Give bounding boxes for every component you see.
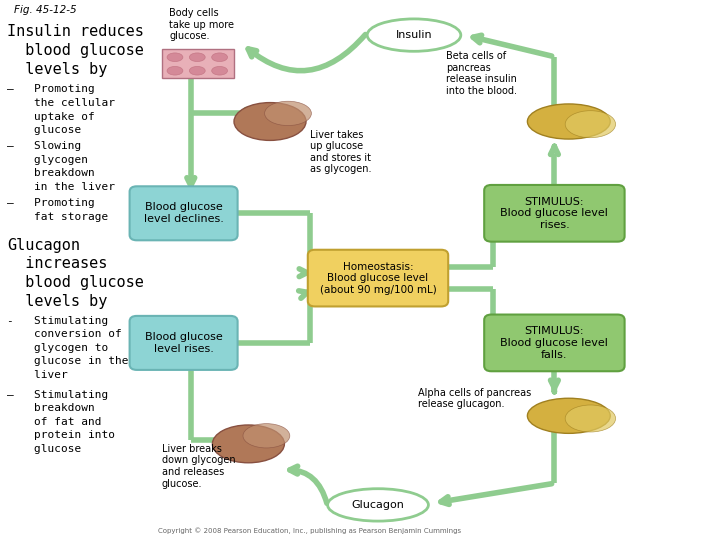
- Text: the cellular: the cellular: [7, 98, 115, 109]
- FancyBboxPatch shape: [308, 249, 448, 306]
- Text: conversion of: conversion of: [7, 329, 122, 340]
- Ellipse shape: [212, 53, 228, 62]
- Text: Alpha cells of pancreas
release glucagon.: Alpha cells of pancreas release glucagon…: [418, 388, 531, 409]
- FancyBboxPatch shape: [130, 316, 238, 370]
- Text: Blood glucose
level declines.: Blood glucose level declines.: [144, 202, 223, 224]
- Ellipse shape: [528, 104, 611, 139]
- Text: Beta cells of
pancreas
release insulin
into the blood.: Beta cells of pancreas release insulin i…: [446, 51, 518, 96]
- Text: Body cells
take up more
glucose.: Body cells take up more glucose.: [169, 8, 234, 41]
- Text: –   Promoting: – Promoting: [7, 84, 95, 94]
- Ellipse shape: [565, 405, 616, 432]
- Ellipse shape: [189, 66, 205, 75]
- Text: Liver takes
up glucose
and stores it
as glycogen.: Liver takes up glucose and stores it as …: [310, 130, 371, 174]
- Text: Liver breaks
down glycogen
and releases
glucose.: Liver breaks down glycogen and releases …: [162, 444, 235, 489]
- Text: protein into: protein into: [7, 430, 115, 441]
- Text: STIMULUS:
Blood glucose level
falls.: STIMULUS: Blood glucose level falls.: [500, 326, 608, 360]
- Text: glucose: glucose: [7, 444, 81, 454]
- Ellipse shape: [328, 489, 428, 521]
- Ellipse shape: [243, 423, 289, 448]
- Ellipse shape: [167, 53, 183, 62]
- Text: blood glucose: blood glucose: [7, 43, 144, 58]
- FancyBboxPatch shape: [130, 186, 238, 240]
- Ellipse shape: [234, 103, 306, 140]
- Ellipse shape: [367, 19, 461, 51]
- Text: Insulin reduces: Insulin reduces: [7, 24, 144, 39]
- Ellipse shape: [528, 399, 611, 433]
- Text: Insulin: Insulin: [396, 30, 432, 40]
- Text: Blood glucose
level rises.: Blood glucose level rises.: [145, 332, 222, 354]
- Text: Homeostasis:
Blood glucose level
(about 90 mg/100 mL): Homeostasis: Blood glucose level (about …: [320, 261, 436, 295]
- Text: Fig. 45-12-5: Fig. 45-12-5: [14, 5, 77, 16]
- Text: levels by: levels by: [7, 62, 107, 77]
- Ellipse shape: [212, 66, 228, 75]
- Text: STIMULUS:
Blood glucose level
rises.: STIMULUS: Blood glucose level rises.: [500, 197, 608, 230]
- Text: glucose in the: glucose in the: [7, 356, 129, 367]
- Ellipse shape: [265, 102, 311, 125]
- Text: breakdown: breakdown: [7, 168, 95, 179]
- Text: –   Stimulating: – Stimulating: [7, 390, 109, 400]
- Text: Glucagon: Glucagon: [351, 500, 405, 510]
- Text: levels by: levels by: [7, 294, 107, 309]
- Text: –   Promoting: – Promoting: [7, 198, 95, 208]
- Text: Copyright © 2008 Pearson Education, Inc., publishing as Pearson Benjamin Cumming: Copyright © 2008 Pearson Education, Inc.…: [158, 527, 462, 534]
- Text: in the liver: in the liver: [7, 182, 115, 192]
- Text: –   Slowing: – Slowing: [7, 141, 81, 152]
- Text: glycogen: glycogen: [7, 155, 89, 165]
- Text: Glucagon: Glucagon: [7, 238, 80, 253]
- FancyBboxPatch shape: [484, 185, 624, 241]
- Ellipse shape: [212, 425, 284, 463]
- Text: of fat and: of fat and: [7, 417, 102, 427]
- Text: liver: liver: [7, 370, 68, 380]
- Text: breakdown: breakdown: [7, 403, 95, 414]
- Text: blood glucose: blood glucose: [7, 275, 144, 291]
- Text: increases: increases: [7, 256, 107, 272]
- Text: fat storage: fat storage: [7, 212, 109, 222]
- Text: -   Stimulating: - Stimulating: [7, 316, 109, 326]
- Text: glycogen to: glycogen to: [7, 343, 109, 353]
- Ellipse shape: [189, 53, 205, 62]
- FancyBboxPatch shape: [162, 49, 234, 78]
- FancyBboxPatch shape: [484, 314, 624, 372]
- Ellipse shape: [565, 111, 616, 138]
- Text: uptake of: uptake of: [7, 112, 95, 122]
- Text: glucose: glucose: [7, 125, 81, 136]
- Ellipse shape: [167, 66, 183, 75]
